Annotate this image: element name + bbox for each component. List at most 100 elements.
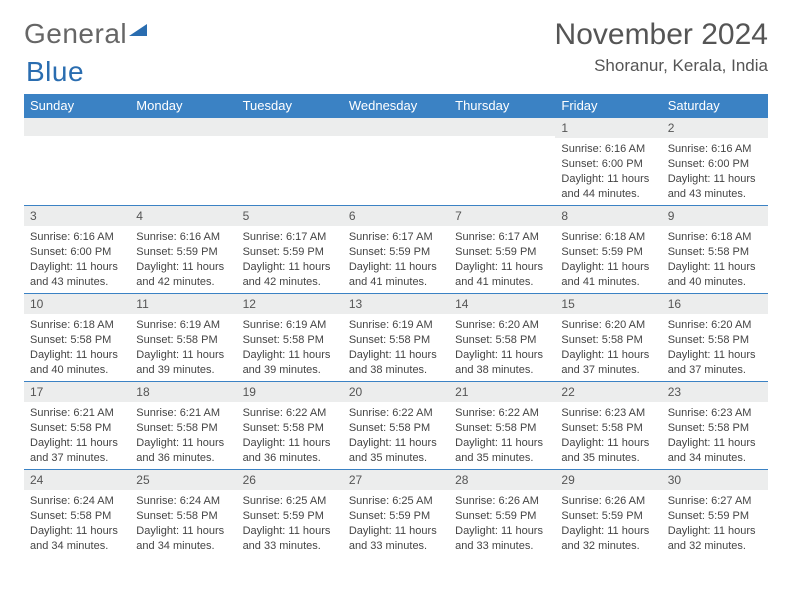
day-details: Sunrise: 6:22 AMSunset: 5:58 PMDaylight:… xyxy=(343,402,449,467)
calendar-day-cell: 8Sunrise: 6:18 AMSunset: 5:59 PMDaylight… xyxy=(555,206,661,294)
day-number: 16 xyxy=(662,294,768,314)
day-details: Sunrise: 6:16 AMSunset: 5:59 PMDaylight:… xyxy=(130,226,236,291)
day-number: 2 xyxy=(662,118,768,138)
day-number: 5 xyxy=(237,206,343,226)
calendar-day-cell xyxy=(449,118,555,206)
calendar-day-cell: 20Sunrise: 6:22 AMSunset: 5:58 PMDayligh… xyxy=(343,382,449,470)
day-details: Sunrise: 6:20 AMSunset: 5:58 PMDaylight:… xyxy=(662,314,768,379)
day-number: 11 xyxy=(130,294,236,314)
day-number: 3 xyxy=(24,206,130,226)
calendar-table: Sunday Monday Tuesday Wednesday Thursday… xyxy=(24,94,768,558)
day-number: 23 xyxy=(662,382,768,402)
day-details: Sunrise: 6:25 AMSunset: 5:59 PMDaylight:… xyxy=(237,490,343,555)
calendar-day-cell: 28Sunrise: 6:26 AMSunset: 5:59 PMDayligh… xyxy=(449,470,555,558)
weekday-header: Wednesday xyxy=(343,94,449,118)
calendar-day-cell: 30Sunrise: 6:27 AMSunset: 5:59 PMDayligh… xyxy=(662,470,768,558)
calendar-day-cell: 29Sunrise: 6:26 AMSunset: 5:59 PMDayligh… xyxy=(555,470,661,558)
weekday-header: Tuesday xyxy=(237,94,343,118)
calendar-day-cell: 12Sunrise: 6:19 AMSunset: 5:58 PMDayligh… xyxy=(237,294,343,382)
calendar-week-row: 10Sunrise: 6:18 AMSunset: 5:58 PMDayligh… xyxy=(24,294,768,382)
day-number: 20 xyxy=(343,382,449,402)
day-number: 10 xyxy=(24,294,130,314)
day-number: 19 xyxy=(237,382,343,402)
day-details: Sunrise: 6:23 AMSunset: 5:58 PMDaylight:… xyxy=(555,402,661,467)
day-details: Sunrise: 6:24 AMSunset: 5:58 PMDaylight:… xyxy=(130,490,236,555)
logo-text-blue: Blue xyxy=(26,56,84,87)
triangle-icon xyxy=(129,24,147,36)
calendar-day-cell: 23Sunrise: 6:23 AMSunset: 5:58 PMDayligh… xyxy=(662,382,768,470)
calendar-day-cell: 3Sunrise: 6:16 AMSunset: 6:00 PMDaylight… xyxy=(24,206,130,294)
day-number: 29 xyxy=(555,470,661,490)
calendar-day-cell: 17Sunrise: 6:21 AMSunset: 5:58 PMDayligh… xyxy=(24,382,130,470)
calendar-day-cell xyxy=(24,118,130,206)
logo-text-gray: General xyxy=(24,18,127,50)
calendar-day-cell xyxy=(237,118,343,206)
calendar-day-cell: 22Sunrise: 6:23 AMSunset: 5:58 PMDayligh… xyxy=(555,382,661,470)
day-details: Sunrise: 6:17 AMSunset: 5:59 PMDaylight:… xyxy=(449,226,555,291)
calendar-week-row: 3Sunrise: 6:16 AMSunset: 6:00 PMDaylight… xyxy=(24,206,768,294)
calendar-body: 1Sunrise: 6:16 AMSunset: 6:00 PMDaylight… xyxy=(24,118,768,558)
calendar-day-cell: 11Sunrise: 6:19 AMSunset: 5:58 PMDayligh… xyxy=(130,294,236,382)
day-details: Sunrise: 6:18 AMSunset: 5:58 PMDaylight:… xyxy=(662,226,768,291)
calendar-day-cell: 25Sunrise: 6:24 AMSunset: 5:58 PMDayligh… xyxy=(130,470,236,558)
weekday-header: Friday xyxy=(555,94,661,118)
calendar-day-cell: 6Sunrise: 6:17 AMSunset: 5:59 PMDaylight… xyxy=(343,206,449,294)
day-details: Sunrise: 6:16 AMSunset: 6:00 PMDaylight:… xyxy=(662,138,768,203)
day-details: Sunrise: 6:26 AMSunset: 5:59 PMDaylight:… xyxy=(555,490,661,555)
calendar-day-cell: 15Sunrise: 6:20 AMSunset: 5:58 PMDayligh… xyxy=(555,294,661,382)
calendar-day-cell: 14Sunrise: 6:20 AMSunset: 5:58 PMDayligh… xyxy=(449,294,555,382)
weekday-header: Saturday xyxy=(662,94,768,118)
day-details: Sunrise: 6:19 AMSunset: 5:58 PMDaylight:… xyxy=(130,314,236,379)
weekday-header: Thursday xyxy=(449,94,555,118)
day-number: 15 xyxy=(555,294,661,314)
calendar-day-cell: 26Sunrise: 6:25 AMSunset: 5:59 PMDayligh… xyxy=(237,470,343,558)
calendar-week-row: 24Sunrise: 6:24 AMSunset: 5:58 PMDayligh… xyxy=(24,470,768,558)
calendar-day-cell xyxy=(130,118,236,206)
calendar-day-cell: 18Sunrise: 6:21 AMSunset: 5:58 PMDayligh… xyxy=(130,382,236,470)
calendar-day-cell xyxy=(343,118,449,206)
day-details: Sunrise: 6:20 AMSunset: 5:58 PMDaylight:… xyxy=(449,314,555,379)
day-number: 26 xyxy=(237,470,343,490)
day-details: Sunrise: 6:18 AMSunset: 5:59 PMDaylight:… xyxy=(555,226,661,291)
calendar-day-cell: 2Sunrise: 6:16 AMSunset: 6:00 PMDaylight… xyxy=(662,118,768,206)
day-details: Sunrise: 6:17 AMSunset: 5:59 PMDaylight:… xyxy=(343,226,449,291)
calendar-day-cell: 1Sunrise: 6:16 AMSunset: 6:00 PMDaylight… xyxy=(555,118,661,206)
calendar-day-cell: 24Sunrise: 6:24 AMSunset: 5:58 PMDayligh… xyxy=(24,470,130,558)
day-number: 9 xyxy=(662,206,768,226)
calendar-day-cell: 13Sunrise: 6:19 AMSunset: 5:58 PMDayligh… xyxy=(343,294,449,382)
day-number: 25 xyxy=(130,470,236,490)
calendar-week-row: 1Sunrise: 6:16 AMSunset: 6:00 PMDaylight… xyxy=(24,118,768,206)
day-details: Sunrise: 6:25 AMSunset: 5:59 PMDaylight:… xyxy=(343,490,449,555)
day-number: 22 xyxy=(555,382,661,402)
day-number: 8 xyxy=(555,206,661,226)
day-number: 4 xyxy=(130,206,236,226)
calendar-day-cell: 5Sunrise: 6:17 AMSunset: 5:59 PMDaylight… xyxy=(237,206,343,294)
day-details: Sunrise: 6:19 AMSunset: 5:58 PMDaylight:… xyxy=(343,314,449,379)
weekday-header-row: Sunday Monday Tuesday Wednesday Thursday… xyxy=(24,94,768,118)
day-details: Sunrise: 6:21 AMSunset: 5:58 PMDaylight:… xyxy=(130,402,236,467)
day-number: 30 xyxy=(662,470,768,490)
calendar-day-cell: 21Sunrise: 6:22 AMSunset: 5:58 PMDayligh… xyxy=(449,382,555,470)
weekday-header: Monday xyxy=(130,94,236,118)
day-number: 28 xyxy=(449,470,555,490)
calendar-day-cell: 9Sunrise: 6:18 AMSunset: 5:58 PMDaylight… xyxy=(662,206,768,294)
day-details: Sunrise: 6:22 AMSunset: 5:58 PMDaylight:… xyxy=(237,402,343,467)
location-label: Shoranur, Kerala, India xyxy=(555,56,768,76)
weekday-header: Sunday xyxy=(24,94,130,118)
calendar-day-cell: 27Sunrise: 6:25 AMSunset: 5:59 PMDayligh… xyxy=(343,470,449,558)
calendar-day-cell: 16Sunrise: 6:20 AMSunset: 5:58 PMDayligh… xyxy=(662,294,768,382)
day-details: Sunrise: 6:24 AMSunset: 5:58 PMDaylight:… xyxy=(24,490,130,555)
day-details: Sunrise: 6:22 AMSunset: 5:58 PMDaylight:… xyxy=(449,402,555,467)
calendar-day-cell: 19Sunrise: 6:22 AMSunset: 5:58 PMDayligh… xyxy=(237,382,343,470)
month-title: November 2024 xyxy=(555,18,768,52)
day-details: Sunrise: 6:26 AMSunset: 5:59 PMDaylight:… xyxy=(449,490,555,555)
logo: General xyxy=(24,18,147,50)
day-details: Sunrise: 6:20 AMSunset: 5:58 PMDaylight:… xyxy=(555,314,661,379)
day-details: Sunrise: 6:16 AMSunset: 6:00 PMDaylight:… xyxy=(555,138,661,203)
day-number: 27 xyxy=(343,470,449,490)
day-number: 21 xyxy=(449,382,555,402)
day-details: Sunrise: 6:17 AMSunset: 5:59 PMDaylight:… xyxy=(237,226,343,291)
day-details: Sunrise: 6:23 AMSunset: 5:58 PMDaylight:… xyxy=(662,402,768,467)
day-number: 1 xyxy=(555,118,661,138)
calendar-day-cell: 10Sunrise: 6:18 AMSunset: 5:58 PMDayligh… xyxy=(24,294,130,382)
